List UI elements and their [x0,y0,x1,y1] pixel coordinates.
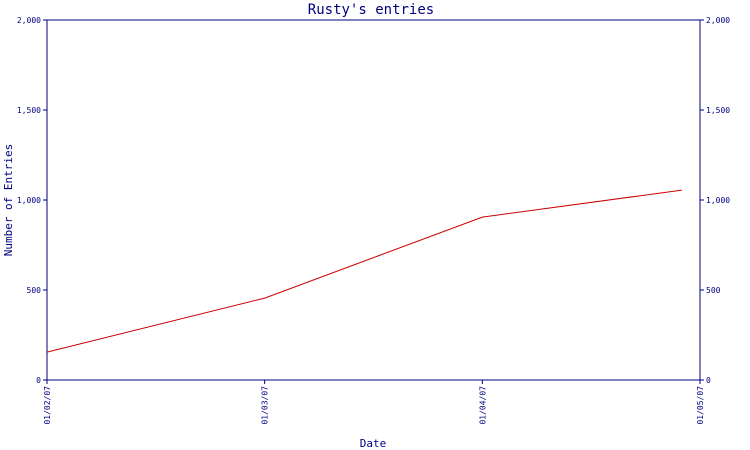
y-axis-right: 0 500 1,000 1,500 2,000 [700,16,730,385]
series-group [46,189,682,353]
x-tick-label: 01/04/07 [478,386,487,425]
x-tick-label: 01/03/07 [261,386,270,425]
x-axis-label: Date [360,437,387,450]
y-tick-label-right: 1,500 [706,106,730,115]
y-tick-label-left: 1,500 [17,106,41,115]
series-line [46,189,682,353]
y-tick-label-right: 1,000 [706,196,730,205]
y-tick-label-left: 2,000 [17,16,41,25]
x-axis: 01/02/07 01/03/07 01/04/07 01/05/07 [43,380,705,425]
y-tick-label-left: 1,000 [17,196,41,205]
y-axis-label: Number of Entries [2,144,15,257]
y-tick-label-right: 500 [706,286,721,295]
x-tick-label: 01/05/07 [696,386,705,425]
y-tick-label-left: 0 [36,376,41,385]
x-tick-label: 01/02/07 [43,386,52,425]
y-tick-label-left: 500 [27,286,42,295]
y-tick-label-right: 0 [706,376,711,385]
y-tick-label-right: 2,000 [706,16,730,25]
plot-frame [46,19,701,381]
y-axis-left: 0 500 1,000 1,500 2,000 [17,16,47,385]
chart-title: Rusty's entries [308,2,434,18]
